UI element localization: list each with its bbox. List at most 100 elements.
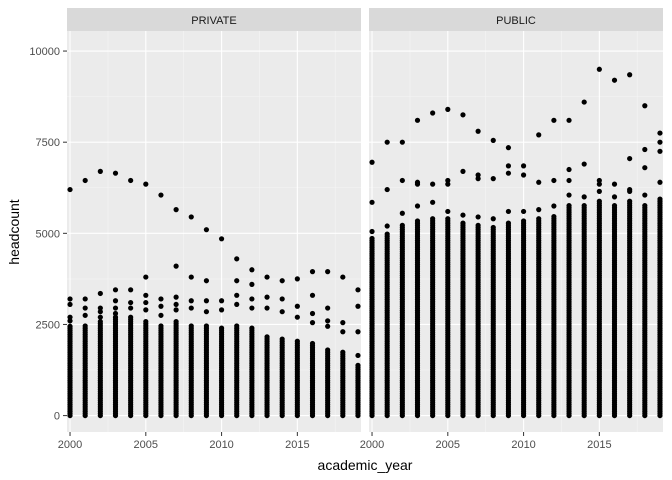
data-point bbox=[430, 199, 436, 205]
data-point bbox=[490, 216, 496, 222]
data-point bbox=[505, 145, 512, 151]
data-point bbox=[294, 303, 300, 309]
data-point bbox=[490, 137, 496, 143]
data-point bbox=[505, 220, 512, 226]
data-point bbox=[596, 198, 602, 204]
data-point bbox=[112, 298, 119, 304]
data-point bbox=[430, 110, 436, 116]
data-point bbox=[279, 336, 285, 342]
x-axis-title: academic_year bbox=[318, 457, 413, 473]
points-private bbox=[67, 168, 361, 419]
data-point bbox=[158, 303, 164, 309]
data-point bbox=[430, 181, 436, 187]
data-point bbox=[279, 296, 285, 302]
x-tick-label: 2015 bbox=[285, 439, 309, 451]
data-point bbox=[325, 269, 331, 275]
data-point bbox=[445, 181, 451, 187]
data-point bbox=[249, 281, 255, 287]
data-point bbox=[369, 199, 375, 205]
data-point bbox=[264, 334, 270, 340]
data-point bbox=[67, 318, 73, 324]
data-point bbox=[97, 305, 103, 311]
data-point bbox=[399, 210, 405, 216]
data-point bbox=[642, 165, 648, 171]
x-tick-label: 2005 bbox=[134, 439, 158, 451]
data-point bbox=[611, 77, 618, 83]
data-point bbox=[505, 163, 512, 169]
data-point bbox=[642, 146, 648, 153]
data-point bbox=[384, 223, 390, 229]
data-point bbox=[657, 139, 663, 145]
data-point bbox=[82, 312, 88, 318]
data-point bbox=[642, 192, 648, 198]
data-point bbox=[536, 207, 542, 213]
strip-private bbox=[67, 8, 361, 31]
data-point bbox=[67, 296, 73, 302]
data-point bbox=[309, 320, 316, 326]
data-point bbox=[340, 329, 346, 335]
data-point bbox=[611, 181, 618, 187]
data-point bbox=[460, 212, 466, 218]
y-tick-label: 7500 bbox=[36, 137, 60, 149]
x-tick-label: 2010 bbox=[511, 439, 535, 451]
data-point bbox=[657, 130, 663, 136]
data-point bbox=[234, 278, 240, 284]
data-point bbox=[340, 274, 346, 280]
data-point bbox=[128, 314, 134, 320]
data-point bbox=[657, 148, 663, 154]
data-point bbox=[445, 177, 451, 184]
data-point bbox=[325, 347, 331, 353]
data-point bbox=[566, 166, 572, 173]
y-axis: 0 2500 5000 7500 10000 bbox=[29, 46, 67, 423]
data-point bbox=[67, 186, 73, 193]
data-point bbox=[430, 216, 436, 222]
data-point bbox=[203, 227, 210, 233]
data-point bbox=[218, 307, 225, 313]
data-point bbox=[369, 228, 375, 235]
data-point bbox=[536, 179, 542, 185]
x-tick-label: 2010 bbox=[209, 439, 233, 451]
data-point bbox=[475, 128, 481, 134]
data-point bbox=[218, 325, 225, 331]
data-point bbox=[264, 274, 270, 280]
data-point bbox=[188, 274, 194, 280]
data-point bbox=[399, 139, 405, 145]
y-axis-title: headcount bbox=[6, 199, 22, 265]
data-point bbox=[355, 329, 361, 335]
data-point bbox=[520, 218, 527, 224]
data-point bbox=[309, 340, 316, 347]
data-point bbox=[627, 155, 633, 162]
data-point bbox=[188, 298, 194, 304]
data-point bbox=[173, 318, 179, 325]
data-point bbox=[596, 188, 602, 194]
strip-label-public: PUBLIC bbox=[496, 15, 536, 27]
plot-area-public bbox=[369, 31, 663, 432]
data-point bbox=[188, 305, 194, 311]
data-point bbox=[566, 177, 572, 184]
data-point bbox=[642, 203, 648, 209]
data-point bbox=[234, 301, 240, 308]
data-point bbox=[203, 323, 210, 329]
data-point bbox=[97, 318, 103, 325]
data-point bbox=[475, 222, 481, 228]
data-point bbox=[325, 323, 331, 329]
data-point bbox=[355, 287, 361, 293]
data-point bbox=[294, 276, 300, 282]
data-point bbox=[249, 267, 255, 273]
data-point bbox=[414, 203, 421, 209]
data-point bbox=[369, 235, 375, 242]
data-point bbox=[82, 296, 88, 302]
data-point bbox=[294, 338, 300, 344]
data-point bbox=[112, 305, 119, 311]
data-point bbox=[158, 312, 164, 318]
data-point bbox=[309, 269, 316, 275]
data-point bbox=[475, 172, 481, 178]
data-point bbox=[97, 168, 103, 174]
strip-label-private: PRIVATE bbox=[191, 15, 236, 27]
data-point bbox=[112, 314, 119, 320]
data-point bbox=[627, 198, 633, 204]
data-point bbox=[112, 310, 119, 317]
data-point bbox=[490, 176, 496, 182]
data-point bbox=[399, 177, 405, 184]
x-axis-public: 2000 2005 2010 2015 bbox=[360, 432, 612, 451]
